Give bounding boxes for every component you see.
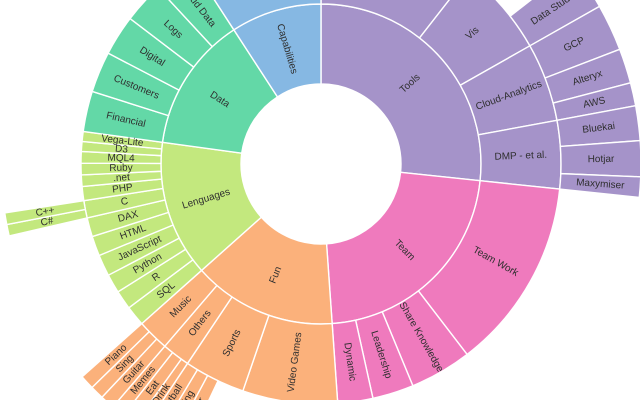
sunburst-segment-label: C# bbox=[40, 215, 55, 229]
sunburst-segment-label: Vega-Lite bbox=[101, 133, 145, 149]
sunburst-segment-label: DMP - et al. bbox=[494, 150, 547, 163]
sunburst-segment-label: Ruby bbox=[109, 163, 133, 174]
sunburst-segment-label: PHP bbox=[112, 182, 134, 195]
sunburst-segment[interactable] bbox=[320, 0, 469, 39]
sunburst-segment-label: AWS bbox=[582, 95, 607, 111]
sunburst-segment-label: C++ bbox=[35, 205, 56, 219]
sunburst-segment-label: MQL4 bbox=[107, 153, 135, 165]
sunburst-segment[interactable] bbox=[190, 0, 322, 31]
sunburst-segment-label: D3 bbox=[115, 144, 129, 156]
sunburst-segment[interactable] bbox=[81, 322, 150, 389]
sunburst-segment[interactable] bbox=[558, 172, 640, 199]
sunburst-segment-label: Hotjar bbox=[588, 154, 616, 165]
sunburst-segment-label: DAX bbox=[117, 209, 140, 225]
sunburst-segment-label: .net bbox=[113, 172, 131, 184]
sunburst-segment-label: Dynamic bbox=[341, 342, 357, 382]
sunburst-segment-label: Maxymiser bbox=[576, 177, 626, 191]
sunburst-segment-label: C bbox=[120, 196, 129, 208]
sunburst-segment[interactable] bbox=[4, 200, 87, 226]
sunburst-segment-label: Bluekai bbox=[582, 121, 616, 136]
